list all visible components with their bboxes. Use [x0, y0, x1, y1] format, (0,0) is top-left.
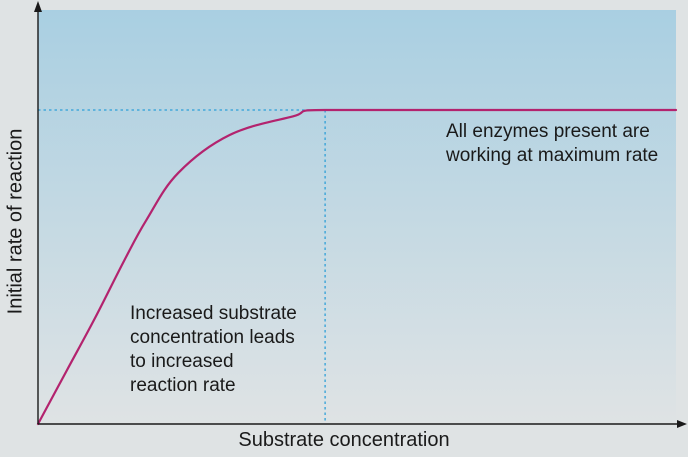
annotation-line: concentration leads: [130, 327, 295, 348]
x-axis-arrowhead: [677, 420, 687, 428]
series-line: [36, 108, 678, 426]
y-axis-arrowhead: [34, 1, 42, 12]
annotation-line: reaction rate: [130, 375, 236, 396]
y-axis-label: Initial rate of reaction: [4, 128, 27, 315]
annotation-line: Increased substrate: [130, 303, 297, 324]
plot-background: [38, 10, 676, 424]
annotation-line: to increased: [130, 351, 234, 372]
annotation-increasing-rate: Increased substrate concentration leads …: [130, 302, 297, 398]
x-axis-label: Substrate concentration: [238, 429, 450, 451]
annotation-line: All enzymes present are: [446, 121, 650, 142]
annotation-max-rate: All enzymes present are working at maxim…: [446, 120, 658, 168]
annotation-line: working at maximum rate: [446, 145, 659, 166]
